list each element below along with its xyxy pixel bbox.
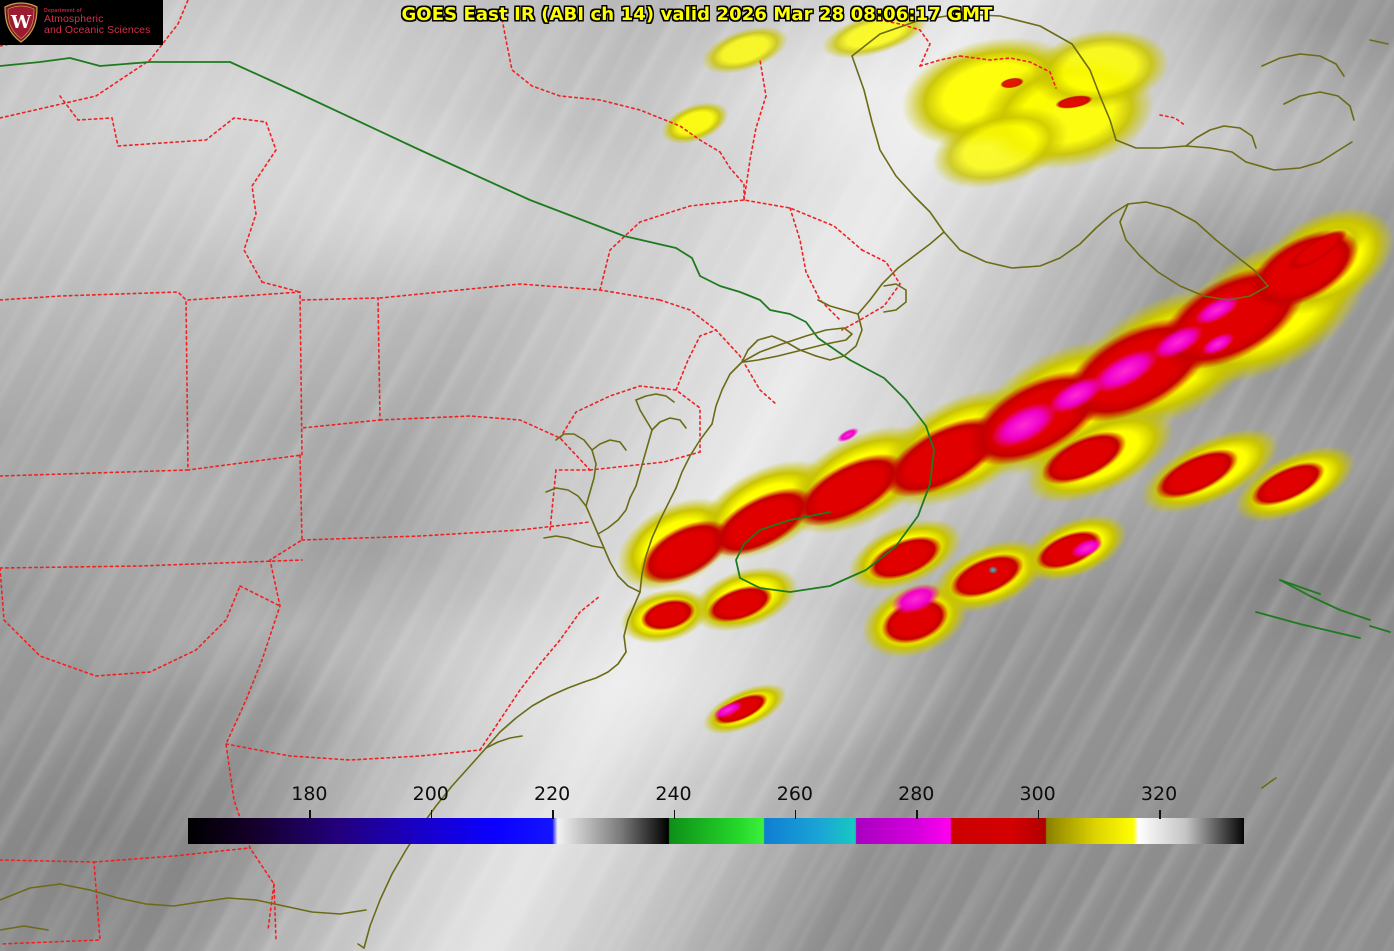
colorbar-tick (552, 810, 554, 819)
logo-text-block: Department of Atmospheric and Oceanic Sc… (44, 8, 151, 37)
colorbar-tick-label: 260 (776, 783, 814, 805)
colorbar-tick-labels: 180 200 220 240 260 280 300 320 (0, 783, 1394, 807)
colorbar-tick-label: 320 (1140, 783, 1178, 805)
colorbar-tick (673, 810, 676, 819)
colorbar-tick-label: 220 (533, 783, 571, 805)
coastlines (0, 13, 1389, 949)
logo-line-atmospheric: Atmospheric (44, 13, 104, 26)
logo-line-oceanic: and Oceanic Sciences (44, 24, 151, 37)
colorbar-tick-label: 280 (898, 783, 935, 805)
colorbar-tick (430, 810, 433, 819)
international-borders (0, 57, 1391, 639)
colorbar-tick (1159, 810, 1161, 819)
colorbar-tick (916, 810, 918, 819)
logo-department-label: Department of (44, 8, 82, 15)
colorbar-tick-label: 180 (291, 783, 328, 805)
svg-text:W: W (10, 12, 32, 33)
colorbar-tick-label: 300 (1019, 783, 1056, 805)
colorbar-tick-label: 200 (412, 783, 449, 805)
colorbar-tick (1037, 810, 1040, 819)
uw-aos-logo: W Department of Atmospheric and Oceanic … (0, 0, 163, 45)
colorbar-tick-label: 240 (655, 783, 692, 805)
state-borders (0, 0, 1187, 945)
colorbar-tick (309, 810, 311, 819)
colorbar-gradient (188, 818, 1244, 844)
colorbar (188, 818, 1244, 844)
colorbar-tick (794, 810, 797, 819)
uw-crest-icon: W (4, 2, 38, 43)
colorbar-ticks (188, 810, 1244, 820)
